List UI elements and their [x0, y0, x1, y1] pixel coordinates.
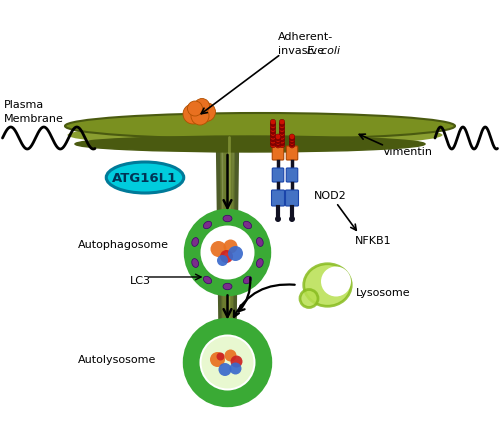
Circle shape — [289, 140, 295, 146]
Ellipse shape — [68, 124, 442, 147]
Text: E. coli: E. coli — [307, 46, 340, 56]
Circle shape — [230, 362, 241, 375]
Circle shape — [183, 105, 203, 125]
Circle shape — [270, 120, 276, 126]
Ellipse shape — [65, 114, 455, 140]
Circle shape — [279, 132, 285, 137]
Circle shape — [224, 350, 236, 362]
Circle shape — [275, 142, 281, 147]
Circle shape — [275, 136, 281, 141]
Circle shape — [218, 363, 232, 376]
Circle shape — [289, 216, 295, 222]
Circle shape — [270, 141, 276, 147]
Circle shape — [270, 139, 276, 144]
FancyBboxPatch shape — [286, 147, 298, 161]
Circle shape — [275, 143, 281, 149]
Circle shape — [200, 226, 254, 280]
Circle shape — [289, 139, 295, 144]
Ellipse shape — [192, 238, 198, 247]
Ellipse shape — [106, 163, 184, 194]
Ellipse shape — [223, 216, 232, 222]
Circle shape — [279, 124, 285, 129]
Text: Vimentin: Vimentin — [382, 147, 432, 157]
Circle shape — [270, 137, 276, 143]
Ellipse shape — [204, 222, 212, 229]
Text: Plasma
Membrane: Plasma Membrane — [4, 100, 64, 123]
Circle shape — [275, 138, 281, 143]
Circle shape — [220, 250, 233, 264]
Ellipse shape — [223, 284, 232, 290]
Circle shape — [279, 128, 285, 133]
Circle shape — [275, 139, 281, 144]
Circle shape — [210, 241, 226, 258]
Text: NFKB1: NFKB1 — [355, 236, 392, 246]
Circle shape — [188, 102, 202, 117]
Circle shape — [216, 353, 224, 361]
Circle shape — [279, 126, 285, 131]
Ellipse shape — [244, 222, 252, 229]
Circle shape — [289, 136, 295, 141]
Circle shape — [270, 128, 276, 133]
Circle shape — [270, 133, 276, 139]
Circle shape — [275, 140, 281, 146]
Circle shape — [196, 103, 216, 122]
Circle shape — [275, 216, 281, 222]
Circle shape — [289, 142, 295, 147]
Circle shape — [279, 141, 285, 147]
Text: Lysosome: Lysosome — [356, 288, 410, 298]
Ellipse shape — [244, 276, 252, 284]
FancyBboxPatch shape — [272, 147, 284, 161]
Circle shape — [279, 139, 285, 144]
Circle shape — [210, 352, 225, 367]
Circle shape — [289, 135, 295, 140]
Ellipse shape — [192, 259, 198, 268]
Circle shape — [279, 129, 285, 135]
Circle shape — [190, 215, 266, 291]
FancyBboxPatch shape — [272, 190, 284, 206]
Circle shape — [188, 324, 266, 402]
Ellipse shape — [204, 276, 212, 284]
Ellipse shape — [75, 137, 425, 153]
Text: Autolysosome: Autolysosome — [78, 354, 156, 364]
Ellipse shape — [256, 259, 263, 268]
Circle shape — [279, 120, 285, 126]
Circle shape — [194, 99, 210, 114]
Circle shape — [217, 255, 228, 266]
Circle shape — [202, 337, 254, 389]
Circle shape — [270, 135, 276, 141]
Circle shape — [279, 143, 285, 148]
Circle shape — [200, 335, 256, 390]
Text: Autophagosome: Autophagosome — [78, 240, 168, 249]
Circle shape — [321, 267, 351, 297]
Circle shape — [300, 290, 318, 308]
Circle shape — [230, 356, 242, 368]
Circle shape — [279, 122, 285, 127]
Ellipse shape — [304, 264, 351, 307]
Circle shape — [228, 246, 243, 261]
Ellipse shape — [256, 238, 263, 247]
FancyBboxPatch shape — [272, 169, 284, 183]
Circle shape — [270, 122, 276, 127]
Circle shape — [289, 138, 295, 143]
Circle shape — [224, 240, 237, 254]
Circle shape — [270, 129, 276, 135]
Circle shape — [279, 137, 285, 143]
Text: LC3: LC3 — [130, 275, 151, 286]
Circle shape — [191, 108, 209, 126]
Circle shape — [279, 133, 285, 139]
FancyBboxPatch shape — [286, 169, 298, 183]
Circle shape — [270, 124, 276, 129]
Text: ATG16L1: ATG16L1 — [112, 172, 178, 184]
Circle shape — [270, 132, 276, 137]
Circle shape — [289, 143, 295, 149]
Circle shape — [270, 126, 276, 131]
Text: invasive: invasive — [278, 46, 327, 56]
Circle shape — [279, 135, 285, 141]
Circle shape — [270, 143, 276, 148]
Circle shape — [275, 135, 281, 140]
Text: Adherent-: Adherent- — [278, 32, 333, 42]
Text: NOD2: NOD2 — [314, 190, 347, 200]
FancyBboxPatch shape — [286, 190, 298, 206]
